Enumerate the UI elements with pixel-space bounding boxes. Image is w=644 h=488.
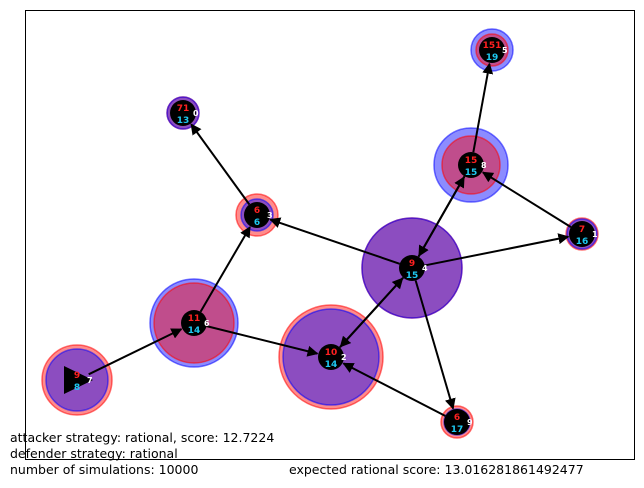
node-3-attacker-value: 6 [254, 206, 260, 216]
node-2-defender-value: 14 [325, 360, 338, 370]
edge-4-to-3 [269, 217, 401, 265]
node-2-circle-marker [318, 344, 344, 370]
node-9-defender-value: 17 [451, 425, 464, 435]
node-3[interactable]: 6 63 [244, 202, 273, 228]
node-5[interactable]: 151 195 [479, 37, 508, 63]
node-4-id-label: 4 [422, 264, 428, 273]
node-7-defender-value: 8 [74, 383, 80, 393]
edge-2-to-4 [339, 277, 404, 349]
node-6-id-label: 6 [204, 319, 210, 328]
node-4-attacker-value: 9 [409, 259, 415, 269]
node-6-attacker-value: 11 [188, 314, 201, 324]
node-6-defender-value: 14 [188, 326, 201, 336]
node-1-circle-marker [569, 221, 595, 247]
node-7-attacker-value: 9 [74, 371, 80, 381]
node-7[interactable]: 9 87 [64, 366, 93, 394]
attacker-strategy-caption: attacker strategy: rational, score: 12.7… [10, 430, 275, 445]
node-0-defender-value: 13 [177, 116, 190, 126]
node-4[interactable]: 9 154 [399, 255, 428, 281]
edge-4-to-9 [414, 280, 456, 410]
node-4-circle-marker [399, 255, 425, 281]
node-0[interactable]: 71 130 [170, 100, 199, 126]
node-9[interactable]: 6 179 [444, 409, 473, 435]
edge-6-to-2 [206, 325, 319, 357]
edge-6-to-3 [199, 226, 251, 313]
node-0-id-label: 0 [193, 109, 199, 118]
node-2-attacker-value: 10 [325, 348, 338, 358]
node-8-defender-value: 15 [465, 168, 478, 178]
defender-strategy-caption: defender strategy: rational [10, 446, 178, 461]
node-6[interactable]: 11 146 [181, 310, 210, 336]
node-1[interactable]: 7 161 [569, 221, 598, 247]
node-7-triangle-marker [64, 366, 93, 394]
node-3-id-label: 3 [267, 211, 273, 220]
node-6-circle-marker [181, 310, 207, 336]
node-9-id-label: 9 [467, 418, 473, 427]
node-7-id-label: 7 [87, 376, 93, 385]
edge-8-to-4 [418, 175, 466, 257]
edge-3-to-0 [190, 123, 251, 206]
node-1-attacker-value: 7 [579, 225, 585, 235]
node-3-circle-marker [244, 202, 270, 228]
node-3-defender-value: 6 [254, 218, 260, 228]
node-0-attacker-value: 71 [177, 104, 190, 114]
edge-7-to-6 [88, 328, 183, 376]
node-8[interactable]: 15 158 [458, 152, 487, 178]
node-8-id-label: 8 [481, 161, 487, 170]
node-5-id-label: 5 [502, 46, 508, 55]
node-5-circle-marker [479, 37, 505, 63]
node-1-id-label: 1 [592, 230, 598, 239]
node-4-defender-value: 15 [406, 271, 419, 281]
edge-9-to-2 [342, 362, 446, 417]
edge-1-to-8 [481, 171, 572, 228]
node-8-attacker-value: 15 [465, 156, 478, 166]
simulations-caption: number of simulations: 10000 [10, 462, 199, 477]
node-2-id-label: 2 [341, 353, 347, 362]
node-8-circle-marker [458, 152, 484, 178]
node-5-defender-value: 19 [486, 53, 499, 63]
expected-score-caption: expected rational score: 13.016281861492… [289, 462, 584, 477]
node-9-circle-marker [444, 409, 470, 435]
node-9-attacker-value: 6 [454, 413, 460, 423]
node-2[interactable]: 10 142 [318, 344, 347, 370]
edge-8-to-5 [472, 62, 494, 153]
node-1-defender-value: 16 [576, 237, 589, 247]
edge-4-to-1 [424, 233, 570, 267]
node-5-attacker-value: 151 [483, 41, 502, 51]
node-0-circle-marker [170, 100, 196, 126]
network-graph: 7113071611014266391541511951114698715158… [41, 28, 599, 439]
plot-frame: 71 13 0 7 16 1 10 14 2 6 6 3 9 15 4 151 19 5 11 14 6 9 8 7 15 15 8… [25, 10, 635, 460]
